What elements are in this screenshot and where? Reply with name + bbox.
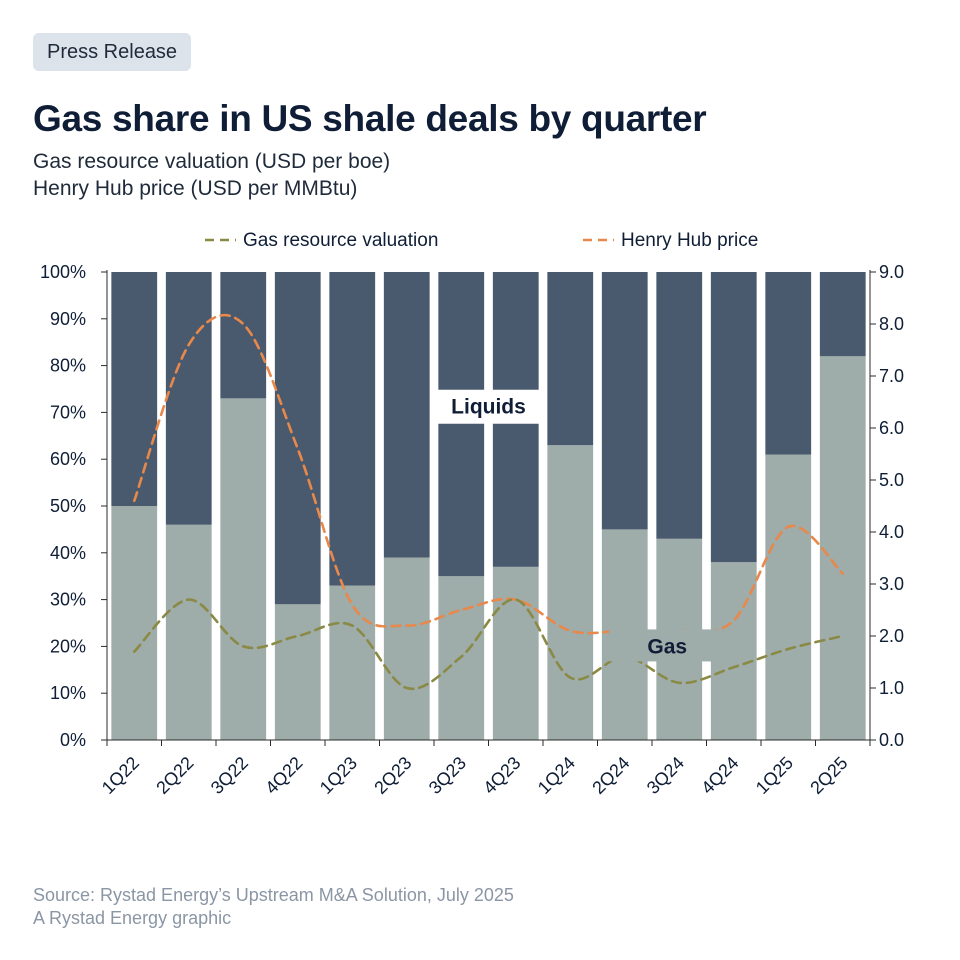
bar-liquids-4q24 xyxy=(710,272,757,563)
annotations-group: Liquids Gas xyxy=(432,389,730,662)
right-tick-label: 8.0 xyxy=(879,314,904,334)
x-tick-label-1q22: 1Q22 xyxy=(98,753,143,798)
x-tick-label-3q22: 3Q22 xyxy=(207,753,252,798)
right-tick-label: 1.0 xyxy=(879,678,904,698)
x-tick-label-2q25: 2Q25 xyxy=(806,753,851,798)
x-tick-label-4q23: 4Q23 xyxy=(479,753,524,798)
bar-liquids-3q24 xyxy=(656,272,703,539)
legend-gas-valuation-label: Gas resource valuation xyxy=(243,230,438,251)
x-tick-label-3q23: 3Q23 xyxy=(425,753,470,798)
bar-gas-3q22 xyxy=(220,398,267,740)
liquids-annotation: Liquids xyxy=(451,396,526,419)
right-tick-label: 4.0 xyxy=(879,522,904,542)
gas-annotation: Gas xyxy=(647,635,687,658)
left-tick-label: 70% xyxy=(50,402,86,422)
x-tick-label-2q24: 2Q24 xyxy=(588,753,633,798)
bar-liquids-3q23 xyxy=(438,272,485,577)
left-tick-label: 60% xyxy=(50,449,86,469)
x-tick-label-4q24: 4Q24 xyxy=(697,753,742,798)
bar-liquids-4q22 xyxy=(274,272,321,605)
badge-label: Press Release xyxy=(47,40,178,63)
bar-gas-1q23 xyxy=(329,585,376,740)
left-tick-label: 0% xyxy=(60,730,86,750)
source-note: Source: Rystad Energy’s Upstream M&A Sol… xyxy=(33,885,514,905)
right-tick-label: 9.0 xyxy=(879,262,904,282)
gas-label-backdrop xyxy=(609,629,730,662)
henry-hub-line xyxy=(132,313,845,635)
bar-liquids-2q23 xyxy=(383,272,430,558)
graphic-credit: A Rystad Energy graphic xyxy=(33,908,232,928)
right-tick-label: 0.0 xyxy=(879,730,904,750)
left-tick-label: 40% xyxy=(50,543,86,563)
right-tick-label: 5.0 xyxy=(879,470,904,490)
right-tick-label: 6.0 xyxy=(879,418,904,438)
liquids-label-backdrop xyxy=(432,389,545,424)
chart-title: Gas share in US shale deals by quarter xyxy=(33,98,707,139)
left-tick-label: 100% xyxy=(40,262,86,282)
bar-liquids-2q25 xyxy=(819,272,866,357)
x-tick-label-2q22: 2Q22 xyxy=(152,753,197,798)
x-tick-label-1q25: 1Q25 xyxy=(752,753,797,798)
x-tick-label-1q23: 1Q23 xyxy=(316,753,361,798)
bar-liquids-1q22 xyxy=(111,272,158,506)
lines-group xyxy=(132,313,845,691)
chart-subtitle-valuation: Gas resource valuation (USD per boe) xyxy=(33,150,391,173)
bar-gas-4q22 xyxy=(274,604,321,740)
right-tick-label: 7.0 xyxy=(879,366,904,386)
chart-legend: Gas resource valuation Henry Hub price xyxy=(205,230,758,251)
bar-liquids-1q24 xyxy=(547,272,594,446)
left-tick-label: 50% xyxy=(50,496,86,516)
bar-gas-2q23 xyxy=(383,557,430,740)
bar-liquids-1q23 xyxy=(329,272,376,586)
left-tick-label: 80% xyxy=(50,356,86,376)
bar-liquids-3q22 xyxy=(220,272,267,399)
x-tick-label-2q23: 2Q23 xyxy=(370,753,415,798)
chart-subtitle-henry-hub: Henry Hub price (USD per MMBtu) xyxy=(33,177,358,200)
legend-henry-hub-label: Henry Hub price xyxy=(621,230,758,251)
left-tick-label: 30% xyxy=(50,590,86,610)
right-tick-label: 3.0 xyxy=(879,574,904,594)
bar-gas-1q25 xyxy=(765,454,812,740)
x-tick-label-3q24: 3Q24 xyxy=(643,753,688,798)
bar-gas-4q23 xyxy=(492,566,539,740)
bar-liquids-2q22 xyxy=(165,272,212,525)
bar-liquids-2q24 xyxy=(601,272,648,530)
bar-gas-2q22 xyxy=(165,524,212,740)
bar-gas-1q24 xyxy=(547,445,594,740)
left-tick-label: 10% xyxy=(50,683,86,703)
left-tick-label: 20% xyxy=(50,636,86,656)
bars-group xyxy=(111,272,866,740)
bar-gas-2q25 xyxy=(819,356,866,740)
gas-valuation-line xyxy=(132,598,845,691)
x-tick-label-4q22: 4Q22 xyxy=(261,753,306,798)
x-tick-label-1q24: 1Q24 xyxy=(534,753,579,798)
right-tick-label: 2.0 xyxy=(879,626,904,646)
bar-liquids-1q25 xyxy=(765,272,812,455)
bar-gas-1q22 xyxy=(111,506,158,740)
press-release-badge: Press Release xyxy=(33,33,192,71)
left-tick-label: 90% xyxy=(50,309,86,329)
